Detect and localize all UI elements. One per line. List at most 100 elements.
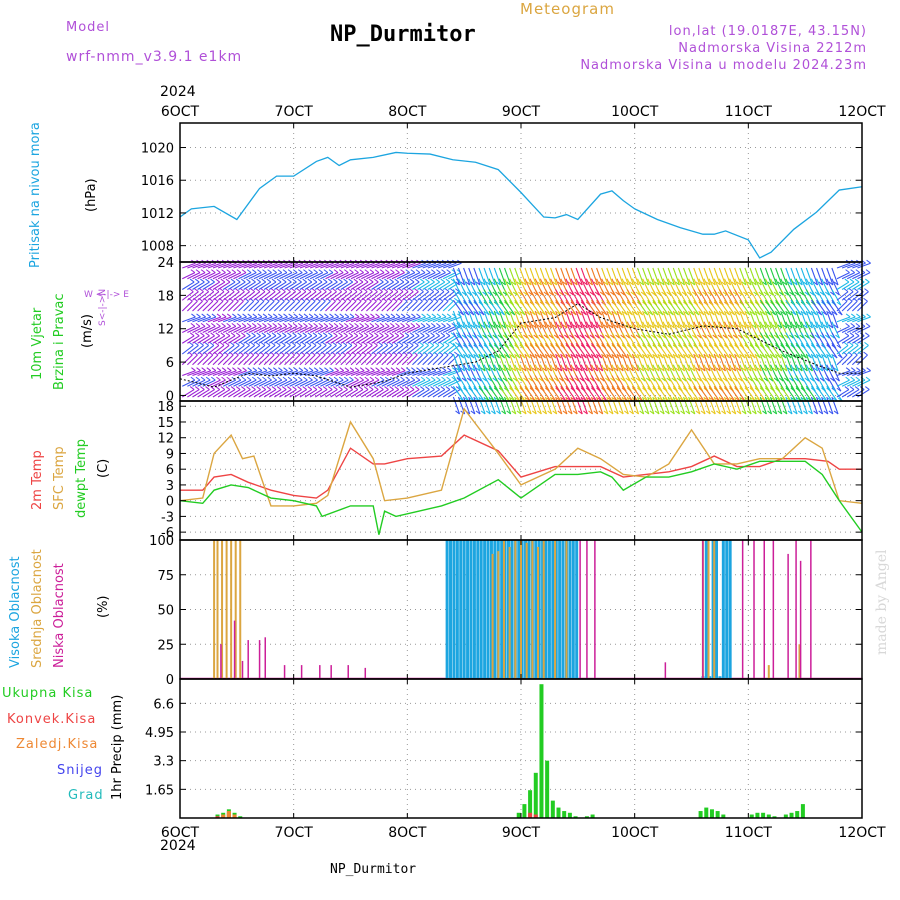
wind-barb-tick (830, 291, 835, 296)
wind-barb (432, 389, 446, 398)
wind-barb-tick (364, 322, 370, 327)
wind-barb (345, 370, 360, 377)
wind-barb (238, 379, 252, 387)
wind-barb (718, 375, 729, 392)
wind-barb-tick (716, 281, 721, 286)
wind-barb (770, 385, 782, 402)
wind-barb (662, 375, 673, 392)
wind-barb (831, 289, 842, 306)
temp-ytick-label: -3 (161, 510, 174, 525)
wind-barb-tick (353, 278, 359, 283)
wind-barb-tick (261, 332, 267, 337)
wind-barb-tick (705, 281, 711, 286)
wind-barb-tick (571, 354, 577, 359)
temp-ytick-label: -6 (161, 526, 174, 541)
wind-barb-tick (843, 288, 849, 293)
wind-barb (488, 332, 499, 349)
wind-barb-tick (251, 386, 256, 390)
wind-barb (396, 379, 410, 387)
wind-barb (294, 316, 309, 323)
wind-barb (299, 379, 313, 387)
wind-barb (647, 385, 659, 402)
wind-barb-tick (221, 376, 226, 381)
wind-barb (483, 267, 491, 286)
wind-barb (723, 332, 734, 349)
wind-barb (217, 262, 232, 269)
wind-barb-tick (521, 281, 527, 286)
wind-barb (427, 325, 441, 333)
wind-barb-tick (405, 376, 410, 381)
wind-barb-tick (518, 291, 523, 296)
wind-barb-tick (762, 410, 767, 415)
wind-barb-tick (819, 334, 825, 339)
wind-barb (355, 316, 370, 323)
wind-barb-tick (781, 354, 787, 359)
precip-total-bar (715, 811, 720, 818)
wind-barb-tick (697, 377, 702, 382)
wind-barb (371, 389, 384, 398)
wind-barb (805, 342, 818, 359)
wind-barb (427, 379, 441, 387)
wind-barb-tick (746, 281, 752, 286)
wind-barb-tick (449, 288, 455, 293)
wind-barb-tick (338, 376, 344, 381)
wind-barb (248, 335, 261, 344)
wind-barb (319, 300, 331, 312)
wind-barb (187, 262, 201, 269)
wind-barb (432, 262, 447, 269)
wind-barb (514, 299, 526, 316)
wind-barb (442, 370, 457, 377)
wind-barb (268, 379, 283, 387)
wind-barb (718, 353, 727, 372)
wind-barb (744, 267, 752, 286)
wind-barb (274, 316, 288, 323)
wind-barb (478, 353, 486, 372)
wind-barb (463, 396, 471, 415)
wind-barb-tick (405, 313, 411, 318)
wind-barb (509, 289, 520, 306)
wind-barb (284, 344, 296, 355)
wind-barb (718, 342, 731, 359)
wind-barb-tick (292, 376, 298, 381)
wind-barb-tick (357, 341, 363, 346)
wind-barb-tick (235, 341, 240, 346)
wind-barb (560, 332, 571, 349)
wind-barb-tick (531, 367, 537, 372)
xtick-label-bottom: 7OCT (275, 825, 314, 841)
wind-barb (754, 396, 762, 415)
wind-barb (769, 353, 778, 372)
wind-barb-tick (507, 291, 513, 296)
wind-barb (483, 396, 491, 415)
wind-barb-tick (298, 367, 304, 372)
wind-barb-tick (477, 334, 482, 339)
cloud-high-bar (718, 676, 722, 679)
wind-barb-tick (850, 322, 855, 327)
wind-barb-tick (757, 410, 762, 415)
wind-barb-tick (566, 354, 572, 359)
wind-barb-tick (824, 291, 830, 296)
wind-barb-tick (246, 386, 251, 390)
wind-barb-tick (778, 334, 784, 339)
wind-barb-tick (761, 311, 766, 316)
wind-barb-tick (262, 367, 268, 372)
wind-barb (800, 299, 812, 316)
wind-barb (304, 300, 316, 312)
wind-barb-tick (743, 377, 748, 382)
wind-barb-tick (762, 281, 767, 286)
wind-barb (857, 316, 871, 323)
wind-barb (422, 316, 437, 323)
wind-barb-tick (482, 377, 487, 382)
wind-barb (498, 396, 507, 415)
wind-barb-tick (607, 311, 613, 316)
wind-barb-tick (505, 354, 511, 359)
cloud-high-bar (541, 540, 545, 679)
wind-barb-tick (338, 269, 344, 274)
wind-barb-tick (792, 281, 798, 286)
wind-barb (846, 344, 859, 355)
wind-barb-tick (772, 367, 777, 372)
wind-barb-tick (629, 367, 634, 372)
wind-barb-tick (787, 367, 793, 372)
wind-barb-tick (786, 311, 792, 316)
wind-barb-tick (653, 311, 659, 316)
